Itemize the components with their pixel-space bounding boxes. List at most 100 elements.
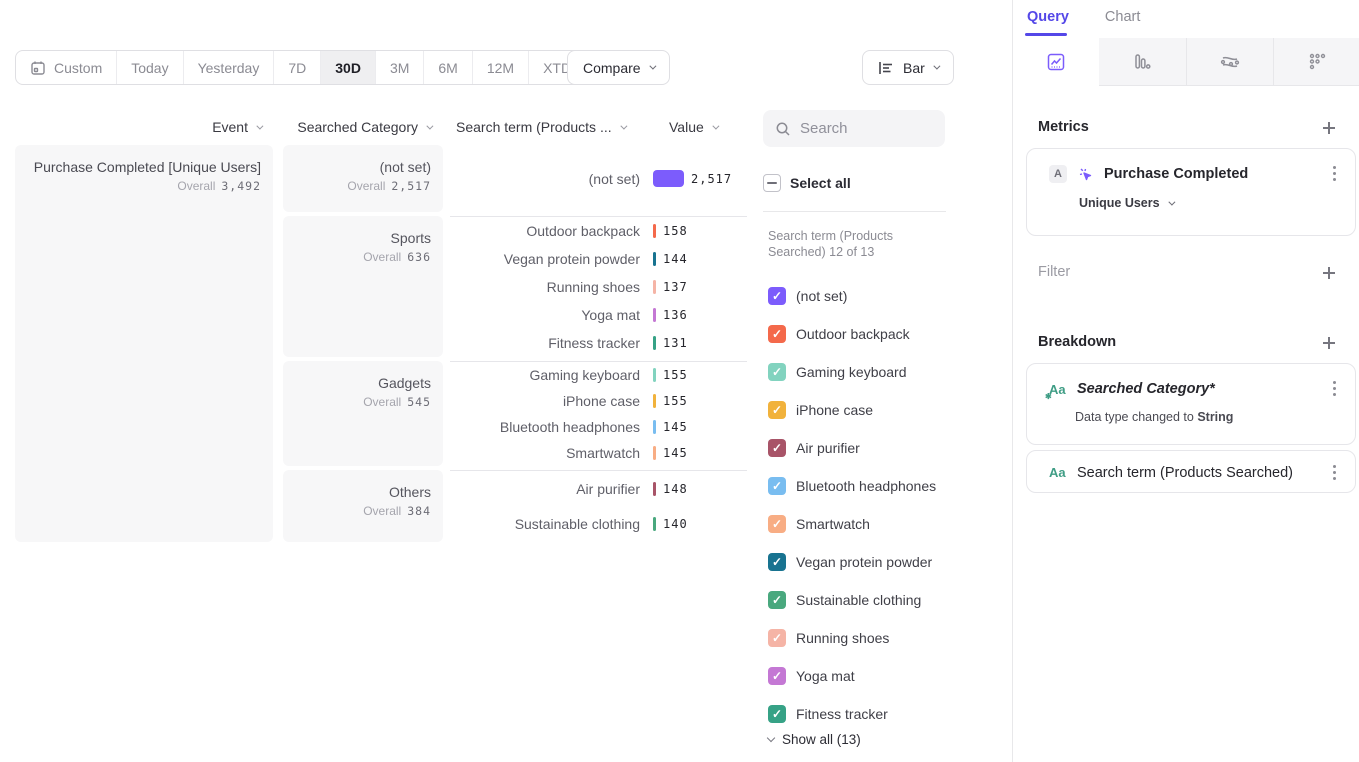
value-bar — [653, 517, 656, 531]
legend-item[interactable]: Smartwatch — [768, 505, 1006, 543]
legend-item[interactable]: Yoga mat — [768, 657, 1006, 695]
series-label: Outdoor backpack — [796, 326, 910, 342]
metrics-heading: Metrics — [1038, 119, 1089, 135]
table-row[interactable]: Air purifier 148 — [450, 471, 747, 507]
metric-letter-badge: A — [1049, 165, 1067, 183]
date-range-control: Custom Today Yesterday 7D 30D 3M 6M 12M … — [15, 50, 599, 85]
column-header-searched-category[interactable]: Searched Category — [283, 116, 443, 138]
legend-item[interactable]: Running shoes — [768, 619, 1006, 657]
series-label: Fitness tracker — [796, 706, 888, 722]
category-group: Gadgets Overall545 Gaming keyboard 155 i… — [283, 361, 747, 466]
column-header-value[interactable]: Value — [669, 116, 717, 138]
series-checkbox[interactable] — [768, 477, 786, 495]
category-cell[interactable]: Sports Overall636 — [283, 216, 443, 357]
tab-retention[interactable] — [1273, 38, 1359, 86]
date-range-today[interactable]: Today — [116, 51, 182, 84]
table-row[interactable]: Running shoes 137 — [450, 273, 747, 301]
add-breakdown-button[interactable] — [1321, 335, 1337, 351]
calendar-icon — [30, 60, 46, 76]
select-all-checkbox[interactable] — [763, 174, 781, 192]
legend-item[interactable]: Vegan protein powder — [768, 543, 1006, 581]
table-row[interactable]: Bluetooth headphones 145 — [450, 414, 747, 440]
table-row[interactable]: Yoga mat 136 — [450, 301, 747, 329]
legend-item[interactable]: iPhone case — [768, 391, 1006, 429]
divider — [763, 211, 946, 212]
category-group: Others Overall384 Air purifier 148 Susta… — [283, 470, 747, 542]
event-cell[interactable]: Purchase Completed [Unique Users] Overal… — [15, 145, 273, 542]
tab-query[interactable]: Query — [1027, 9, 1069, 25]
tab-flows[interactable] — [1186, 38, 1273, 86]
legend-item[interactable]: Outdoor backpack — [768, 315, 1006, 353]
string-property-icon: Aa✱ — [1049, 382, 1067, 397]
legend-item[interactable]: Fitness tracker — [768, 695, 1006, 733]
series-checkbox[interactable] — [768, 515, 786, 533]
series-label: Smartwatch — [796, 516, 870, 532]
series-label: Bluetooth headphones — [796, 478, 936, 494]
breakdown-card[interactable]: Aa✱ Searched Category* Data type changed… — [1026, 363, 1356, 445]
table-row[interactable]: Smartwatch 145 — [450, 440, 747, 466]
category-group: Sports Overall636 Outdoor backpack 158 V… — [283, 216, 747, 357]
chart-type-button[interactable]: Bar — [862, 50, 954, 85]
search-input[interactable] — [800, 120, 930, 137]
filter-heading: Filter — [1038, 264, 1070, 280]
column-header-search-term[interactable]: Search term (Products ... — [456, 116, 625, 138]
breakdown-name: Searched Category* — [1077, 381, 1317, 397]
table-row[interactable]: Fitness tracker 131 — [450, 329, 747, 357]
add-filter-button[interactable] — [1321, 265, 1337, 281]
event-name: Purchase Completed [Unique Users] — [25, 159, 261, 175]
legend-item[interactable]: Air purifier — [768, 429, 1006, 467]
series-checkbox[interactable] — [768, 325, 786, 343]
add-metric-button[interactable] — [1321, 120, 1337, 136]
series-label: iPhone case — [796, 402, 873, 418]
legend-item[interactable]: Bluetooth headphones — [768, 467, 1006, 505]
column-header-event[interactable]: Event — [15, 116, 273, 138]
series-checkbox[interactable] — [768, 363, 786, 381]
bar-chart-icon — [878, 60, 895, 76]
value-bar — [653, 482, 656, 496]
event-sparkle-icon — [1077, 166, 1094, 183]
date-range-30d[interactable]: 30D — [320, 51, 375, 84]
select-all-row[interactable]: Select all — [763, 174, 851, 192]
legend-item[interactable]: (not set) — [768, 277, 1006, 315]
query-panel: Query Chart — [1012, 0, 1359, 762]
category-cell[interactable]: (not set) Overall2,517 — [283, 145, 443, 212]
table-row[interactable]: Sustainable clothing 140 — [450, 507, 747, 543]
series-checkbox[interactable] — [768, 401, 786, 419]
show-all-button[interactable]: Show all (13) — [768, 732, 861, 747]
table-row[interactable]: Gaming keyboard 155 — [450, 362, 747, 388]
table-row[interactable]: (not set) 2,517 — [450, 145, 747, 212]
series-checkbox[interactable] — [768, 705, 786, 723]
measure-dropdown[interactable]: Unique Users — [1079, 196, 1355, 210]
series-checkbox[interactable] — [768, 629, 786, 647]
legend-item[interactable]: Sustainable clothing — [768, 581, 1006, 619]
tab-funnels[interactable] — [1099, 38, 1185, 86]
date-range-6m[interactable]: 6M — [423, 51, 471, 84]
date-range-12m[interactable]: 12M — [472, 51, 528, 84]
table-row[interactable]: iPhone case 155 — [450, 388, 747, 414]
kebab-menu-icon[interactable] — [1327, 165, 1341, 183]
table-row[interactable]: Vegan protein powder 144 — [450, 245, 747, 273]
series-checkbox[interactable] — [768, 287, 786, 305]
date-range-7d[interactable]: 7D — [273, 51, 320, 84]
series-checkbox[interactable] — [768, 591, 786, 609]
category-cell[interactable]: Others Overall384 — [283, 470, 443, 542]
compare-button[interactable]: Compare — [567, 50, 670, 85]
date-range-yesterday[interactable]: Yesterday — [183, 51, 274, 84]
legend-item[interactable]: Gaming keyboard — [768, 353, 1006, 391]
category-cell[interactable]: Gadgets Overall545 — [283, 361, 443, 466]
breakdown-card[interactable]: Aa Search term (Products Searched) — [1026, 450, 1356, 493]
series-checkbox[interactable] — [768, 553, 786, 571]
kebab-menu-icon[interactable] — [1327, 380, 1341, 398]
chevron-down-icon — [649, 63, 656, 70]
tab-chart[interactable]: Chart — [1105, 9, 1140, 25]
breakdown-note: Data type changed to String — [1075, 410, 1355, 424]
kebab-menu-icon[interactable] — [1327, 464, 1341, 482]
date-range-3m[interactable]: 3M — [375, 51, 423, 84]
series-checkbox[interactable] — [768, 667, 786, 685]
table-row[interactable]: Outdoor backpack 158 — [450, 217, 747, 245]
series-checkbox[interactable] — [768, 439, 786, 457]
date-range-custom[interactable]: Custom — [16, 51, 116, 84]
tab-insights[interactable] — [1013, 38, 1099, 86]
metric-card[interactable]: A Purchase Completed Unique Users — [1026, 148, 1356, 236]
breakdown-name: Search term (Products Searched) — [1077, 465, 1317, 481]
